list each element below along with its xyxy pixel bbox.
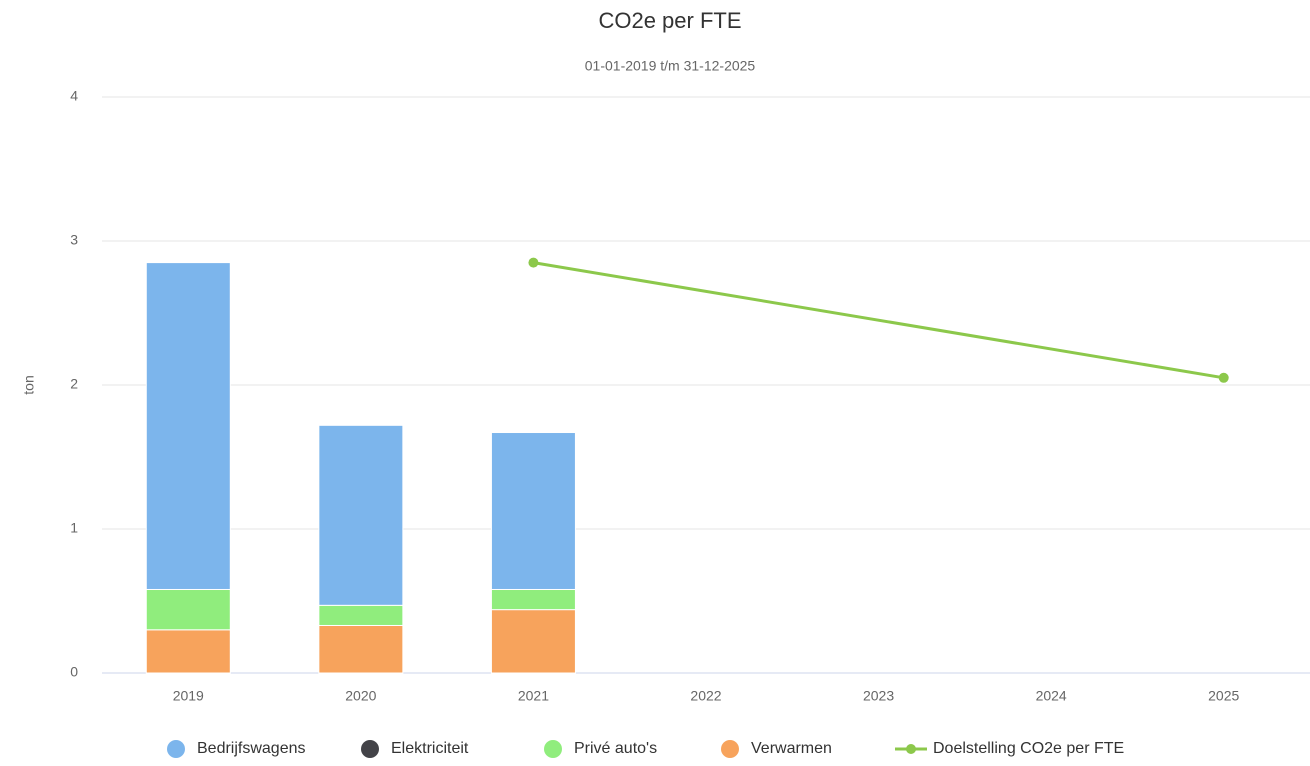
legend-label: Elektriciteit (391, 740, 469, 757)
line (533, 261, 1224, 380)
bar (490, 588, 576, 611)
y-tick-label: 4 (70, 88, 78, 104)
legend-label: Privé auto's (574, 740, 657, 757)
bar (145, 262, 231, 590)
bar (145, 629, 231, 674)
y-tick-label: 3 (70, 232, 78, 248)
legend-symbol (721, 740, 739, 758)
legend-label: Verwarmen (751, 740, 832, 757)
line-marker (1218, 372, 1229, 383)
legend-label: Bedrijfswagens (197, 740, 306, 757)
legend-symbol (544, 740, 562, 758)
x-tick-label: 2024 (1036, 688, 1067, 704)
chart-title: CO2e per FTE (598, 8, 741, 33)
y-tick-label: 0 (70, 664, 78, 680)
y-tick-label: 1 (70, 520, 78, 536)
bar (145, 588, 231, 631)
bar (318, 424, 404, 606)
legend-label: Doelstelling CO2e per FTE (933, 740, 1124, 757)
x-tick-label: 2022 (690, 688, 721, 704)
x-tick-label: 2025 (1208, 688, 1239, 704)
x-tick-label: 2020 (345, 688, 376, 704)
y-axis-label: ton (21, 375, 37, 394)
bar (490, 609, 576, 674)
x-tick-label: 2019 (173, 688, 204, 704)
bar (318, 604, 404, 626)
legend-symbol (167, 740, 185, 758)
legend-symbol (906, 744, 916, 754)
x-tick-label: 2023 (863, 688, 894, 704)
legend-symbol (361, 740, 379, 758)
chart-subtitle: 01-01-2019 t/m 31-12-2025 (585, 58, 756, 74)
line-marker (528, 257, 539, 268)
bar (318, 624, 404, 674)
y-tick-label: 2 (70, 376, 78, 392)
bar (490, 432, 576, 590)
x-tick-label: 2021 (518, 688, 549, 704)
